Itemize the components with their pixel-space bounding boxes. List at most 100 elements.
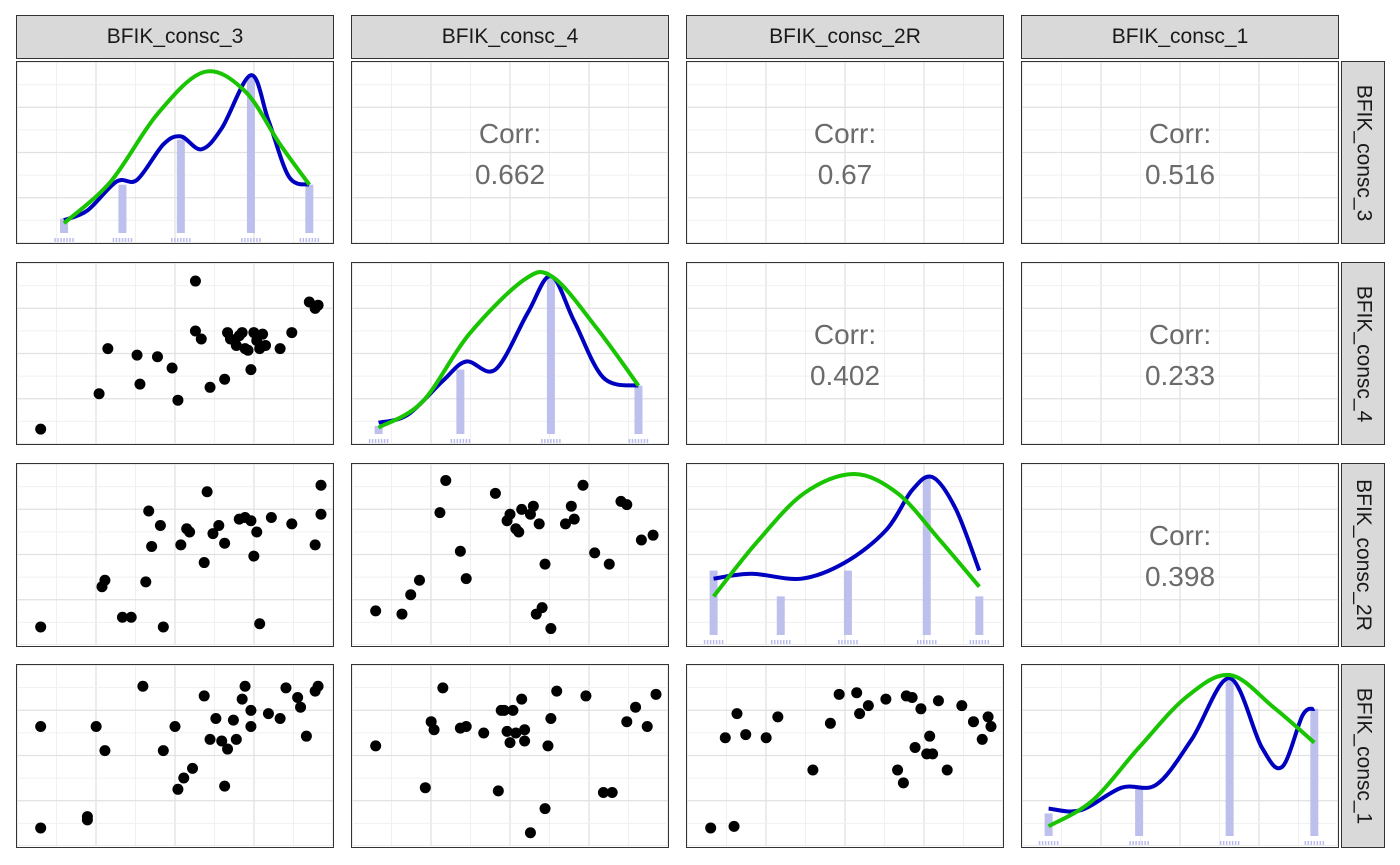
panel-plot bbox=[1022, 263, 1338, 444]
scatter-point bbox=[116, 611, 128, 623]
scatter-point bbox=[151, 351, 163, 363]
rug-ticks bbox=[1038, 841, 1325, 845]
scatter-point bbox=[519, 724, 531, 736]
scatter-point bbox=[157, 745, 169, 757]
scatter-point bbox=[577, 479, 589, 491]
panel-plot bbox=[352, 464, 668, 645]
scatter-point bbox=[254, 618, 266, 630]
scatter-point bbox=[862, 700, 874, 712]
rug-ticks bbox=[54, 238, 320, 242]
histogram-bar bbox=[305, 184, 314, 233]
histogram-bar bbox=[1310, 708, 1319, 836]
panel-plot bbox=[1022, 464, 1338, 645]
scatter-point bbox=[924, 730, 936, 742]
density-panel-consc-4 bbox=[351, 262, 669, 445]
scatter-point bbox=[137, 680, 149, 692]
scatter-point bbox=[262, 708, 274, 720]
gridlines bbox=[1022, 62, 1338, 243]
scatter-point bbox=[545, 712, 557, 724]
scatter-point bbox=[603, 558, 615, 570]
histogram-bar bbox=[456, 369, 465, 434]
corr-label: Corr: bbox=[478, 118, 542, 149]
scatter-point bbox=[35, 621, 47, 633]
scatter-point bbox=[824, 717, 836, 729]
scatter-point bbox=[236, 693, 248, 705]
scatter-point bbox=[454, 545, 466, 557]
scatter-point bbox=[210, 712, 222, 724]
panel-plot bbox=[1022, 62, 1338, 243]
scatter-point bbox=[245, 515, 257, 527]
scatter-point bbox=[580, 690, 592, 702]
scatter-point bbox=[606, 787, 618, 799]
scatter-point bbox=[807, 764, 819, 776]
scatter-point bbox=[295, 701, 307, 713]
rug-ticks bbox=[368, 439, 649, 443]
scatter-point bbox=[507, 704, 519, 716]
column-label: BFIK_consc_2R bbox=[769, 25, 921, 48]
scatter-point bbox=[178, 772, 190, 784]
row-strip-4: BFIK_consc_1 bbox=[1341, 664, 1385, 848]
scatter-point bbox=[650, 688, 662, 700]
density-panel-consc-2R bbox=[686, 463, 1004, 647]
corr-panel-4-2R: Corr: 0.402 bbox=[686, 262, 1004, 445]
scatter-point bbox=[370, 605, 382, 617]
panel-plot bbox=[1022, 665, 1338, 846]
scatter-point bbox=[551, 685, 563, 697]
scatter-panel-4-3 bbox=[16, 262, 334, 445]
scatter-point bbox=[597, 787, 609, 799]
scatter-point bbox=[286, 327, 298, 339]
scatter-point bbox=[146, 540, 158, 552]
scatter-point bbox=[125, 611, 137, 623]
scatter-point bbox=[976, 733, 988, 745]
corr-panel-3-4: Corr: 0.662 bbox=[351, 61, 669, 244]
density-curve bbox=[713, 474, 982, 582]
row-strip-2: BFIK_consc_4 bbox=[1341, 262, 1385, 445]
scatter-point bbox=[219, 537, 231, 549]
scatter-point bbox=[166, 362, 178, 374]
panel-plot bbox=[687, 263, 1003, 444]
scatter-point bbox=[81, 814, 93, 826]
scatter-point bbox=[568, 513, 580, 525]
gridlines bbox=[17, 464, 333, 645]
scatter-point bbox=[245, 364, 257, 376]
scatter-point bbox=[312, 680, 324, 692]
scatter-point bbox=[230, 733, 242, 745]
scatter-point bbox=[219, 780, 231, 792]
scatter-point bbox=[315, 508, 327, 520]
corr-value: 0.516 bbox=[1144, 159, 1216, 190]
scatter-point bbox=[134, 378, 146, 390]
scatter-point bbox=[932, 695, 944, 707]
normal-curve bbox=[62, 69, 311, 225]
scatter-point bbox=[524, 827, 536, 839]
scatter-point bbox=[315, 479, 327, 491]
histogram-bar bbox=[922, 477, 931, 635]
scatter-point bbox=[219, 373, 231, 385]
row-label: BFIK_consc_3 bbox=[1352, 84, 1376, 221]
row-strip-3: BFIK_consc_2R bbox=[1341, 463, 1385, 647]
scatter-point bbox=[760, 732, 772, 744]
scatter-point bbox=[222, 743, 234, 755]
corr-value: 0.402 bbox=[809, 360, 881, 391]
scatter-point bbox=[274, 343, 286, 355]
scatter-point bbox=[941, 764, 953, 776]
scatter-point bbox=[154, 520, 166, 532]
scatter-point bbox=[245, 704, 257, 716]
histogram-bar bbox=[546, 276, 555, 434]
scatter-point bbox=[565, 500, 577, 512]
scatter-point bbox=[460, 573, 472, 585]
scatter-point bbox=[370, 740, 382, 752]
scatter-point bbox=[589, 547, 601, 559]
scatter-point bbox=[216, 735, 228, 747]
scatter-point bbox=[434, 507, 446, 519]
column-label: BFIK_consc_4 bbox=[441, 25, 579, 48]
histogram-bar bbox=[975, 596, 984, 635]
corr-panel-3-2R: Corr: 0.67 bbox=[686, 61, 1004, 244]
gridlines bbox=[352, 464, 668, 645]
histogram-bar bbox=[776, 596, 785, 635]
scatter-point bbox=[536, 602, 548, 614]
scatter-panel-2R-4 bbox=[351, 463, 669, 647]
scatter-point bbox=[405, 589, 417, 601]
gridlines bbox=[687, 665, 1003, 846]
scatter-point bbox=[621, 716, 633, 728]
scatter-point bbox=[915, 703, 927, 715]
